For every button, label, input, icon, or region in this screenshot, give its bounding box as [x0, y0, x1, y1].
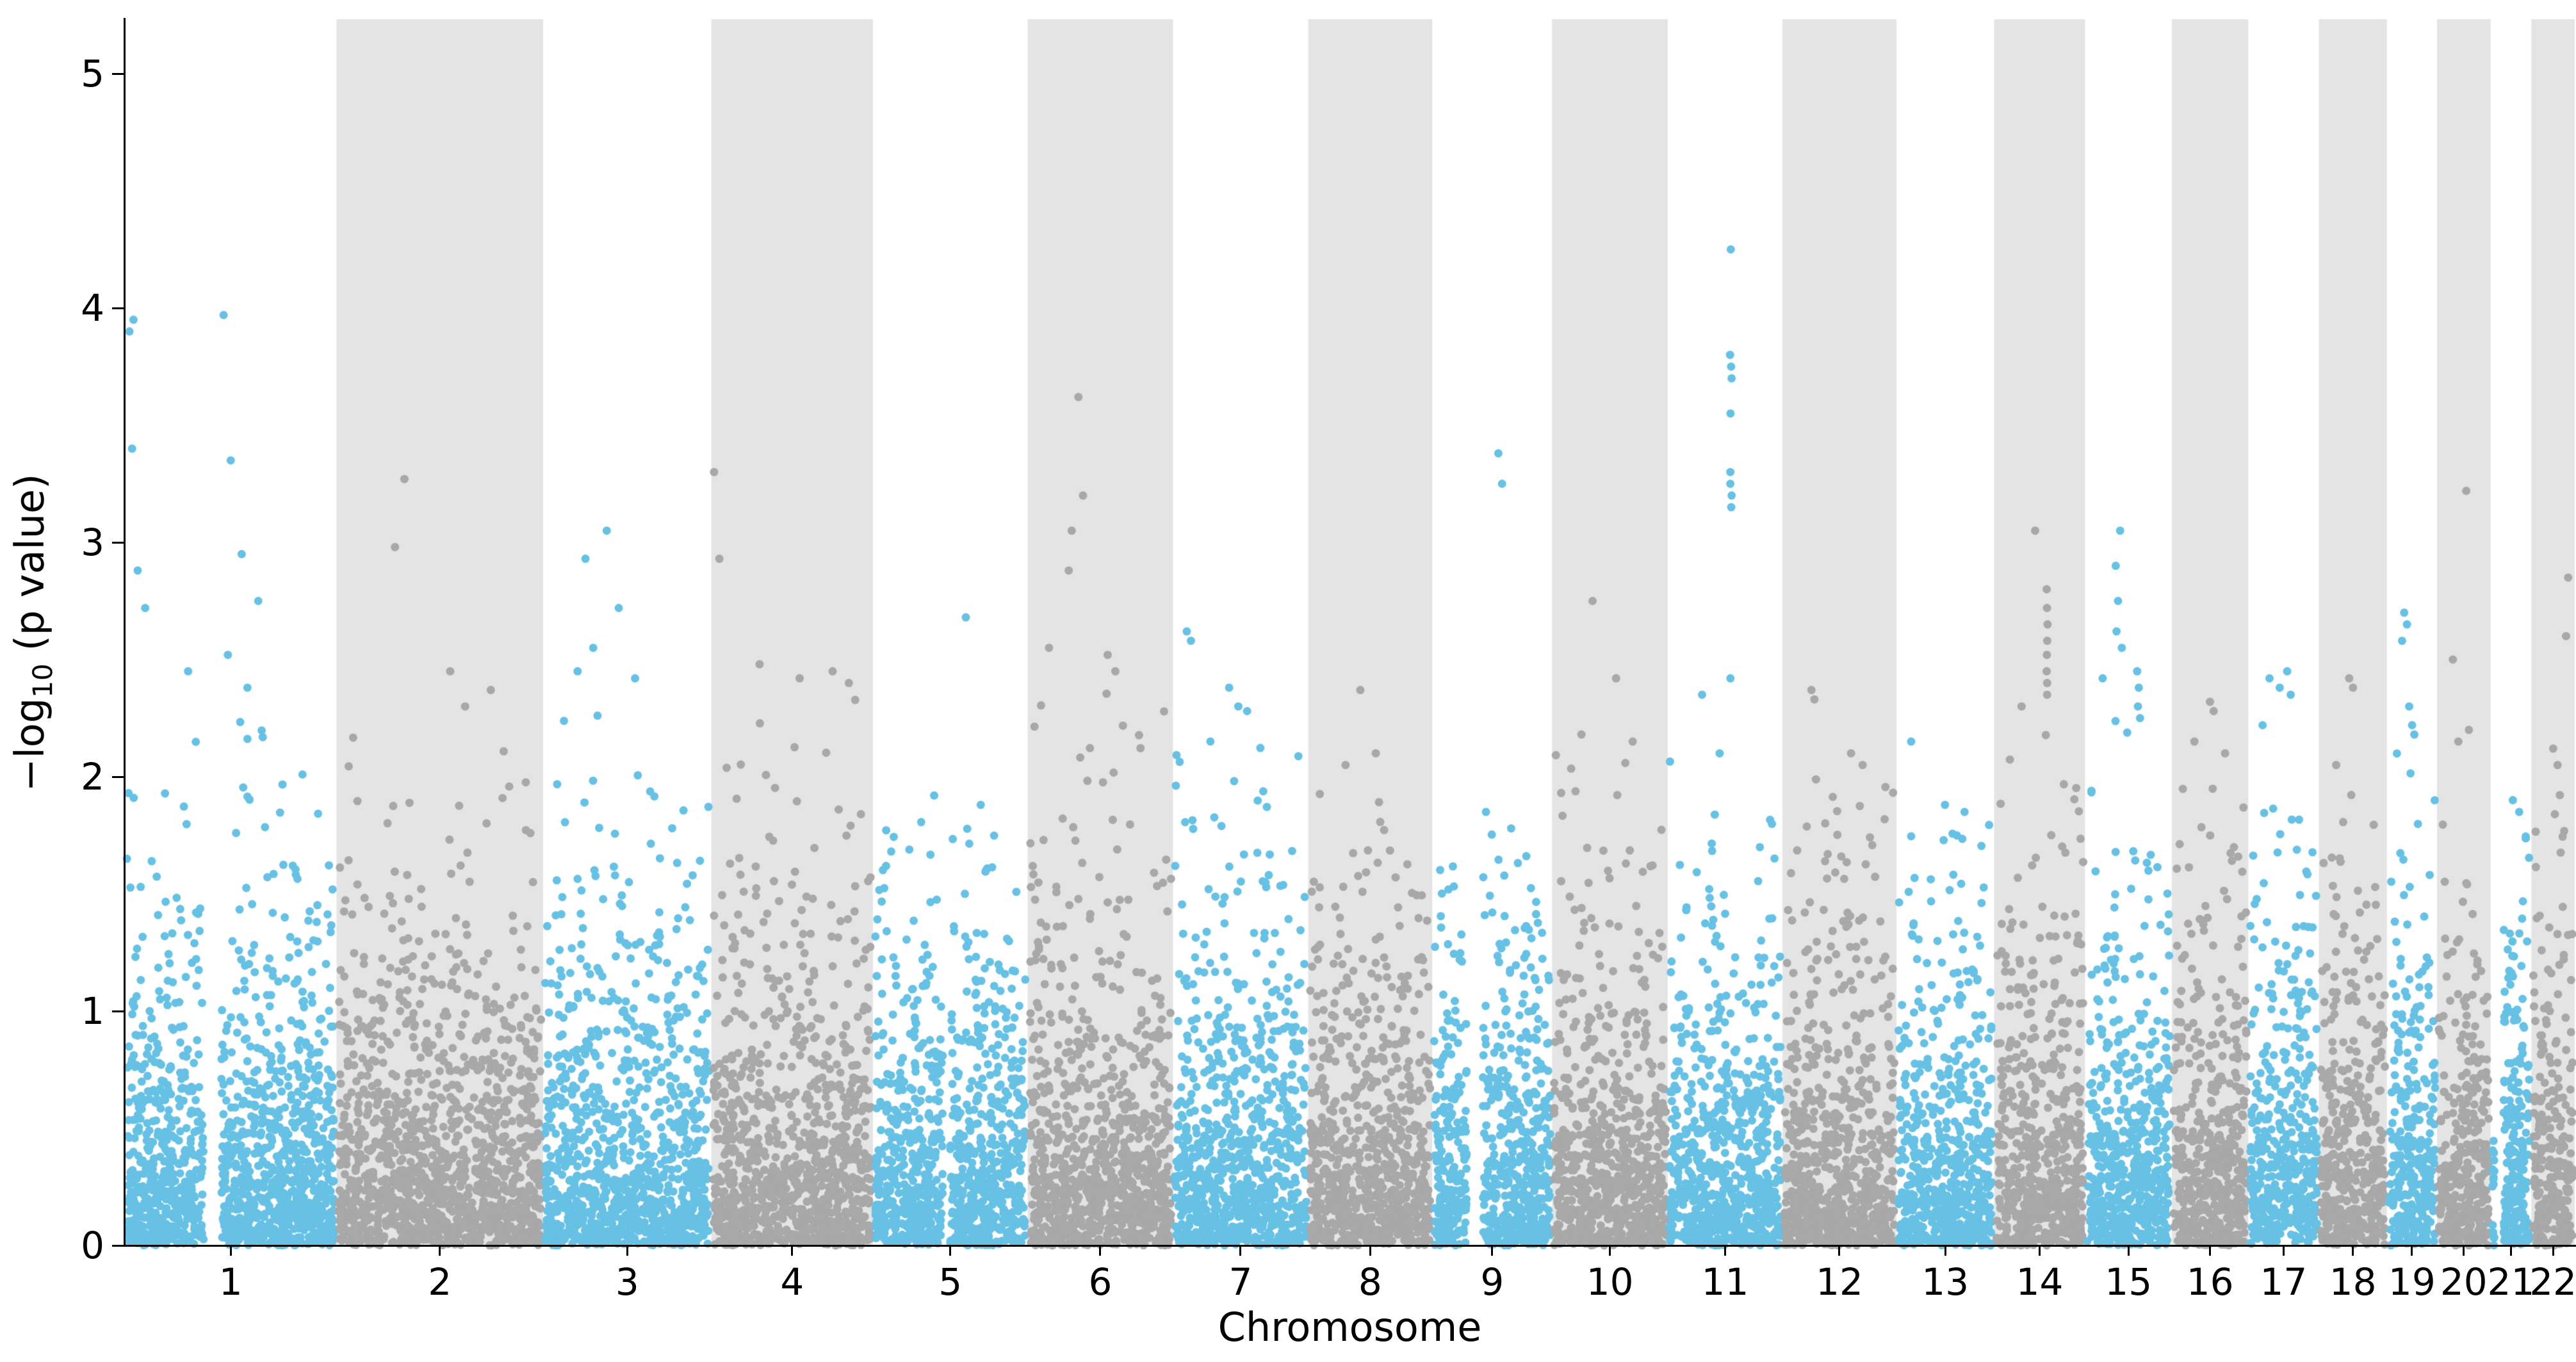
x-tick-mark: [2352, 1247, 2354, 1256]
x-tick-label: 16: [2186, 1260, 2234, 1304]
y-tick-label: 1: [81, 989, 104, 1033]
x-axis-spine: [124, 1245, 2576, 1247]
x-tick-mark: [2039, 1247, 2041, 1256]
x-tick-mark: [1099, 1247, 1102, 1256]
x-tick-label: 11: [1701, 1260, 1749, 1304]
y-tick-mark: [112, 1010, 124, 1012]
y-axis-title: −log10 (p value): [6, 474, 59, 792]
x-tick-mark: [791, 1247, 794, 1256]
y-tick-mark: [112, 307, 124, 309]
x-tick-label: 8: [1358, 1260, 1382, 1304]
y-tick-mark: [112, 1244, 124, 1247]
x-tick-mark: [2463, 1247, 2465, 1256]
x-tick-mark: [2552, 1247, 2554, 1256]
x-tick-mark: [949, 1247, 952, 1256]
x-tick-mark: [1838, 1247, 1841, 1256]
x-tick-mark: [1239, 1247, 1242, 1256]
x-tick-mark: [439, 1247, 441, 1256]
y-axis-title-subscript: 10: [27, 663, 59, 698]
y-axis-spine: [124, 18, 126, 1247]
x-tick-mark: [1944, 1247, 1946, 1256]
x-tick-mark: [1724, 1247, 1726, 1256]
x-tick-mark: [626, 1247, 628, 1256]
y-tick-mark: [112, 775, 124, 778]
x-tick-label: 15: [2105, 1260, 2153, 1304]
x-tick-mark: [2509, 1247, 2512, 1256]
x-tick-mark: [2209, 1247, 2212, 1256]
x-tick-label: 20: [2440, 1260, 2488, 1304]
y-tick-label: 5: [81, 52, 104, 95]
x-tick-mark: [1609, 1247, 1611, 1256]
x-tick-label: 13: [1921, 1260, 1969, 1304]
x-tick-mark: [229, 1247, 232, 1256]
x-tick-label: 21: [2487, 1260, 2535, 1304]
y-tick-label: 0: [81, 1224, 104, 1267]
x-tick-label: 14: [2016, 1260, 2064, 1304]
x-axis-title: Chromosome: [1218, 1304, 1482, 1350]
y-axis-title-prefix: −log: [6, 697, 53, 792]
x-tick-mark: [2127, 1247, 2130, 1256]
x-tick-label: 18: [2329, 1260, 2377, 1304]
x-tick-label: 4: [780, 1260, 804, 1304]
x-tick-label: 9: [1480, 1260, 1504, 1304]
x-tick-mark: [1491, 1247, 1494, 1256]
x-tick-mark: [2282, 1247, 2285, 1256]
x-tick-mark: [1369, 1247, 1371, 1256]
x-tick-label: 6: [1088, 1260, 1113, 1304]
y-tick-label: 3: [81, 521, 104, 564]
x-tick-label: 3: [615, 1260, 639, 1304]
x-tick-label: 12: [1816, 1260, 1863, 1304]
y-tick-label: 4: [81, 286, 104, 330]
x-tick-label: 22: [2529, 1260, 2576, 1304]
x-tick-label: 17: [2260, 1260, 2308, 1304]
x-tick-label: 10: [1586, 1260, 1634, 1304]
y-axis-title-suffix: (p value): [6, 473, 53, 664]
y-tick-mark: [112, 72, 124, 75]
x-tick-mark: [2411, 1247, 2413, 1256]
x-tick-label: 19: [2388, 1260, 2436, 1304]
x-tick-label: 1: [218, 1260, 243, 1304]
x-tick-label: 5: [938, 1260, 963, 1304]
x-tick-label: 7: [1228, 1260, 1253, 1304]
y-tick-label: 2: [81, 755, 104, 799]
y-tick-mark: [112, 541, 124, 544]
x-tick-label: 2: [428, 1260, 452, 1304]
